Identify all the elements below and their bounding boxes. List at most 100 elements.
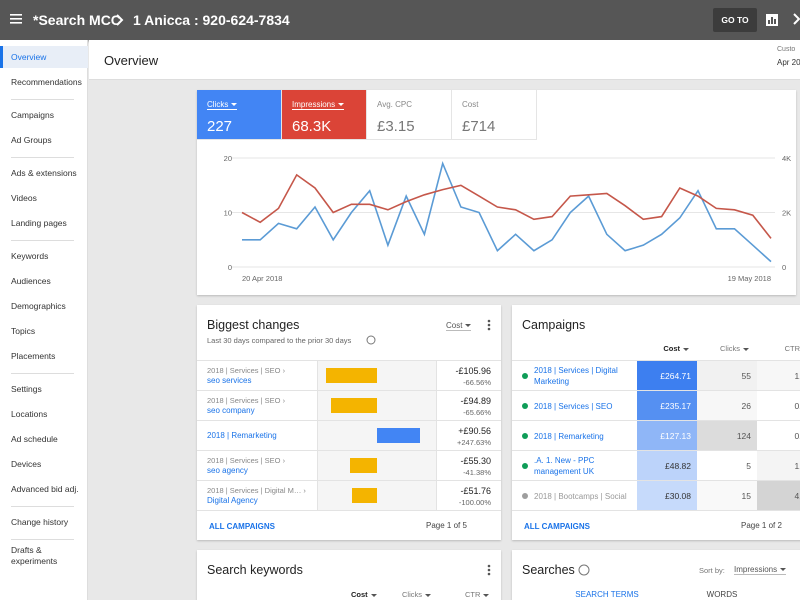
menu-icon[interactable] — [10, 14, 22, 24]
nav-divider — [11, 506, 74, 507]
cell-clicks: 55 — [697, 361, 757, 391]
nav-item[interactable]: Locations — [11, 409, 48, 419]
nav-divider — [11, 373, 74, 374]
nav-item[interactable]: Keywords — [11, 251, 49, 261]
sidebar: Overview Recommendations Campaigns Ad Group… — [0, 40, 88, 600]
column-header[interactable]: Cost — [351, 590, 377, 599]
column-name: Clicks — [720, 344, 740, 353]
column-header[interactable]: CTR — [757, 344, 800, 353]
chevron — [116, 14, 124, 26]
nav-item[interactable]: Change history — [11, 517, 69, 527]
y2-tick-label: 4K — [782, 154, 791, 163]
cell-clicks: 5 — [697, 451, 757, 481]
cell-cost: £48.82 — [637, 451, 697, 481]
dropdown-arrow — [425, 593, 431, 597]
sort-select[interactable]: Cost — [446, 321, 472, 331]
metric-tab[interactable]: Impressions 68.3K — [282, 90, 367, 140]
help-icon[interactable] — [366, 335, 376, 345]
status-dot — [522, 373, 528, 379]
column-name: CTR — [784, 344, 800, 353]
change-bar — [377, 428, 421, 443]
y-tick-label: 20 — [224, 154, 232, 163]
row-name: Digital Agency — [207, 496, 258, 505]
nav-divider — [11, 157, 74, 158]
nav-item[interactable]: Advanced bid adj. — [11, 484, 79, 494]
change-bar — [350, 458, 377, 473]
change-value: -£105.96 — [455, 366, 491, 376]
column-header[interactable]: Clicks — [402, 590, 431, 599]
series-line — [241, 173, 772, 239]
campaigns-card: Campaigns Cost Clicks CTR 2018 | Services |… — [512, 305, 800, 540]
column-name: Cost — [351, 590, 368, 599]
campaign-row[interactable]: 2018 | Services | Digital Marketing £264.… — [512, 360, 800, 391]
change-pct: -100.00% — [458, 498, 491, 507]
row-name: 2018 | Remarketing — [207, 431, 277, 440]
campaign-name: .A. 1. New - PPC management UK — [534, 456, 595, 476]
change-bar — [352, 488, 377, 503]
row-name: seo company — [207, 406, 255, 415]
change-pct: -65.66% — [463, 408, 491, 417]
page-header: Overview Custo Apr 20 — [89, 40, 800, 80]
nav-item[interactable]: Devices — [11, 459, 42, 469]
date-range[interactable]: Apr 20 — [777, 58, 800, 67]
more-icon[interactable] — [487, 319, 491, 331]
column-header[interactable]: CTR — [465, 590, 490, 599]
nav-item[interactable]: Videos — [11, 193, 37, 203]
change-row[interactable]: 2018 | Services | SEO › seo agency -£55.30… — [197, 450, 501, 480]
nav-item[interactable]: Settings — [11, 384, 42, 394]
cell-cost: £235.17 — [637, 391, 697, 421]
nav-item[interactable]: Audiences — [11, 276, 51, 286]
tab[interactable]: WORDS — [706, 590, 738, 599]
metric-tab[interactable]: Cost £714 — [452, 90, 537, 140]
y2-tick-label: 0 — [782, 263, 786, 272]
column-header[interactable]: Clicks — [697, 344, 757, 353]
change-row[interactable]: 2018 | Services | Digital M… › Digital Ag… — [197, 480, 501, 510]
campaign-name: 2018 | Remarketing — [534, 431, 604, 441]
nav-item[interactable]: Drafts & experiments — [11, 545, 58, 566]
campaign-row[interactable]: .A. 1. New - PPC management UK £48.8251.6… — [512, 450, 800, 481]
all-campaigns-link[interactable]: ALL CAMPAIGNS — [209, 522, 275, 531]
nav-item[interactable]: Placements — [11, 351, 56, 361]
more-icon[interactable] — [487, 564, 491, 576]
metric-tab[interactable]: Avg. CPC £3.15 — [367, 90, 452, 140]
overview-chart: 0 10 20 0 2K 4K 20 Apr 2018 19 May 2018 — [224, 154, 792, 283]
goto-button[interactable]: GO TO — [713, 8, 757, 32]
account-name[interactable]: 1 Anicca : 920-624-7834 — [133, 12, 290, 28]
date-label: Custo — [777, 46, 796, 53]
change-row[interactable]: 2018 | Remarketing +£90.56 +247.63% — [197, 420, 501, 450]
sort-select[interactable]: Impressions — [734, 565, 787, 575]
y-tick-label: 10 — [224, 209, 232, 218]
all-campaigns-link[interactable]: ALL CAMPAIGNS — [524, 522, 590, 531]
nav-item[interactable]: Demographics — [11, 301, 66, 311]
reports-icon[interactable] — [766, 14, 778, 26]
cell-clicks: 124 — [697, 421, 757, 451]
cell-ctr: 0.80 — [757, 391, 800, 421]
nav-item[interactable]: Ad Groups — [11, 135, 52, 145]
cell-ctr: 1.61 — [757, 451, 800, 481]
nav-item[interactable]: Ads & extensions — [11, 168, 77, 178]
nav-item[interactable]: Recommendations — [11, 77, 82, 87]
metric-tab[interactable]: Clicks 227 — [197, 90, 282, 140]
tab[interactable]: SEARCH TERMS — [575, 590, 639, 599]
nav-item[interactable]: Topics — [11, 326, 36, 336]
dropdown-arrow — [338, 103, 345, 107]
card-title: Search keywords — [207, 563, 303, 577]
account-title[interactable]: *Search MCC — [33, 12, 121, 28]
nav-item[interactable]: Ad schedule — [11, 434, 58, 444]
nav-item[interactable]: Overview — [0, 46, 88, 68]
x-tick-label: 20 Apr 2018 — [242, 274, 282, 283]
dropdown-arrow — [370, 593, 377, 597]
metric-value: 227 — [207, 118, 233, 135]
change-row[interactable]: 2018 | Services | SEO › seo company -£94.8… — [197, 390, 501, 420]
change-row[interactable]: 2018 | Services | SEO › seo services -£105… — [197, 360, 501, 390]
tools-icon[interactable] — [792, 12, 800, 26]
nav-item[interactable]: Campaigns — [11, 110, 54, 120]
nav-item[interactable]: Landing pages — [11, 218, 67, 228]
help-icon[interactable] — [578, 564, 590, 576]
row-name: seo agency — [207, 466, 248, 475]
column-header[interactable]: Cost — [637, 344, 697, 353]
